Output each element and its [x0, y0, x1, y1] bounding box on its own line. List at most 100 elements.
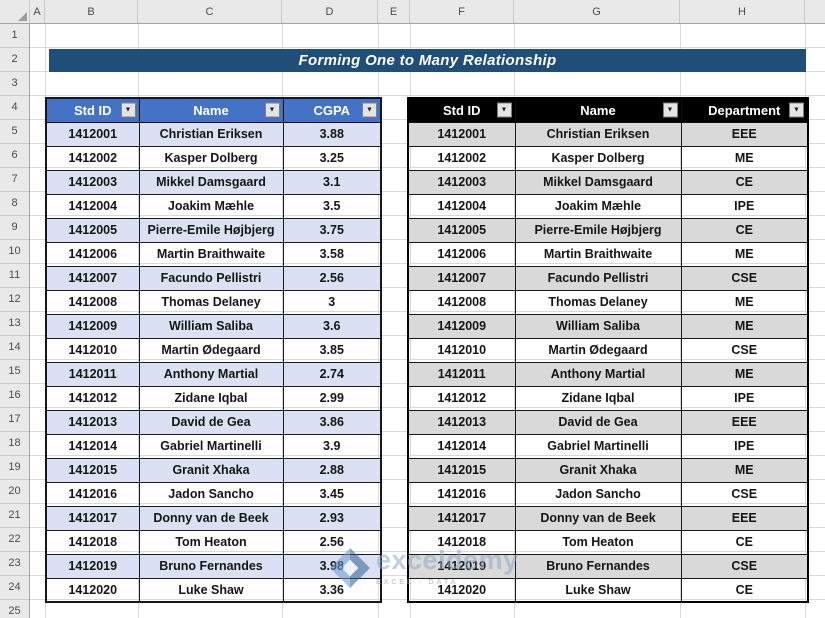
cell[interactable]: 1412006	[45, 241, 140, 267]
cell[interactable]: 1412018	[45, 529, 140, 555]
cell[interactable]: 1412001	[407, 121, 516, 147]
cell[interactable]: Tom Heaton	[138, 529, 284, 555]
cell[interactable]: EEE	[680, 409, 809, 435]
cell[interactable]: 1412003	[45, 169, 140, 195]
cell[interactable]: 3.5	[282, 193, 382, 219]
row-number[interactable]: 22	[0, 528, 29, 552]
cell[interactable]: 1412014	[45, 433, 140, 459]
row-number[interactable]: 8	[0, 192, 29, 216]
cell[interactable]: 1412007	[407, 265, 516, 291]
cell[interactable]: 1412010	[45, 337, 140, 363]
cell[interactable]: 1412005	[45, 217, 140, 243]
column-header-a[interactable]: A	[30, 0, 45, 23]
cell[interactable]: 1412001	[45, 121, 140, 147]
column-header-h[interactable]: H	[680, 0, 805, 23]
cell[interactable]: 1412020	[407, 577, 516, 603]
row-number[interactable]: 21	[0, 504, 29, 528]
cell[interactable]: William Saliba	[138, 313, 284, 339]
cell[interactable]: Luke Shaw	[514, 577, 682, 603]
cell[interactable]: 3.9	[282, 433, 382, 459]
cell[interactable]: CSE	[680, 481, 809, 507]
header-department[interactable]: Department ▼	[680, 97, 809, 123]
cell[interactable]: IPE	[680, 193, 809, 219]
cell[interactable]: Facundo Pellistri	[138, 265, 284, 291]
cell[interactable]: Anthony Martial	[514, 361, 682, 387]
cell[interactable]: 1412017	[407, 505, 516, 531]
row-number[interactable]: 14	[0, 336, 29, 360]
cell[interactable]: Bruno Fernandes	[514, 553, 682, 579]
cell[interactable]: Zidane Iqbal	[138, 385, 284, 411]
cell[interactable]: 3.58	[282, 241, 382, 267]
cell[interactable]: David de Gea	[514, 409, 682, 435]
cell[interactable]: IPE	[680, 385, 809, 411]
cell[interactable]: Pierre-Emile Højbjerg	[514, 217, 682, 243]
cell[interactable]: IPE	[680, 433, 809, 459]
cell[interactable]: 3.45	[282, 481, 382, 507]
cell[interactable]: 3.98	[282, 553, 382, 579]
cell[interactable]: 3	[282, 289, 382, 315]
cell[interactable]: CSE	[680, 337, 809, 363]
cell[interactable]: 1412009	[45, 313, 140, 339]
cell[interactable]: CSE	[680, 553, 809, 579]
cell[interactable]: ME	[680, 361, 809, 387]
cell[interactable]: 1412002	[407, 145, 516, 171]
row-number[interactable]: 25	[0, 600, 29, 618]
cell[interactable]: ME	[680, 457, 809, 483]
row-number[interactable]: 16	[0, 384, 29, 408]
cell[interactable]: 2.56	[282, 529, 382, 555]
cell[interactable]: 1412013	[45, 409, 140, 435]
cell[interactable]: 3.6	[282, 313, 382, 339]
cell[interactable]: 2.74	[282, 361, 382, 387]
cell[interactable]: Kasper Dolberg	[138, 145, 284, 171]
cell[interactable]: Thomas Delaney	[514, 289, 682, 315]
cell[interactable]: Thomas Delaney	[138, 289, 284, 315]
cell[interactable]: 1412019	[407, 553, 516, 579]
cell[interactable]: 1412005	[407, 217, 516, 243]
filter-dropdown-button[interactable]: ▼	[264, 102, 280, 118]
cell[interactable]: ME	[680, 145, 809, 171]
row-number[interactable]: 19	[0, 456, 29, 480]
column-header-f[interactable]: F	[410, 0, 514, 23]
cell[interactable]: 1412019	[45, 553, 140, 579]
cell[interactable]: ME	[680, 241, 809, 267]
cell[interactable]: 1412004	[45, 193, 140, 219]
cell[interactable]: Kasper Dolberg	[514, 145, 682, 171]
cell[interactable]: Donny van de Beek	[138, 505, 284, 531]
filter-dropdown-button[interactable]: ▼	[362, 102, 377, 118]
cell[interactable]: EEE	[680, 121, 809, 147]
cell[interactable]: David de Gea	[138, 409, 284, 435]
row-number[interactable]: 2	[0, 48, 29, 72]
cell[interactable]: 1412011	[407, 361, 516, 387]
cell[interactable]: 1412012	[45, 385, 140, 411]
cell[interactable]: ME	[680, 289, 809, 315]
cell[interactable]: 1412013	[407, 409, 516, 435]
cell[interactable]: Martin Ødegaard	[514, 337, 682, 363]
cell[interactable]: Luke Shaw	[138, 577, 284, 603]
row-number[interactable]: 6	[0, 144, 29, 168]
cell[interactable]: 1412011	[45, 361, 140, 387]
cell[interactable]: Jadon Sancho	[138, 481, 284, 507]
cell[interactable]: 2.88	[282, 457, 382, 483]
row-number[interactable]: 3	[0, 72, 29, 96]
cell[interactable]: Martin Braithwaite	[514, 241, 682, 267]
cell[interactable]: 3.88	[282, 121, 382, 147]
row-number[interactable]: 12	[0, 288, 29, 312]
cell[interactable]: 2.93	[282, 505, 382, 531]
cell[interactable]: 3.36	[282, 577, 382, 603]
select-all-button[interactable]	[0, 0, 30, 23]
column-header-partial[interactable]	[805, 0, 825, 23]
cell[interactable]: Anthony Martial	[138, 361, 284, 387]
cell[interactable]: CE	[680, 217, 809, 243]
cell[interactable]: Bruno Fernandes	[138, 553, 284, 579]
cell[interactable]: 1412002	[45, 145, 140, 171]
cell[interactable]: 2.99	[282, 385, 382, 411]
row-number[interactable]: 11	[0, 264, 29, 288]
cell[interactable]: 1412015	[407, 457, 516, 483]
row-number[interactable]: 17	[0, 408, 29, 432]
cell[interactable]: 1412017	[45, 505, 140, 531]
cell[interactable]: 1412016	[407, 481, 516, 507]
cell[interactable]: 3.86	[282, 409, 382, 435]
cell[interactable]: Gabriel Martinelli	[138, 433, 284, 459]
filter-dropdown-button[interactable]: ▼	[662, 102, 678, 118]
header-name[interactable]: Name ▼	[514, 97, 682, 123]
